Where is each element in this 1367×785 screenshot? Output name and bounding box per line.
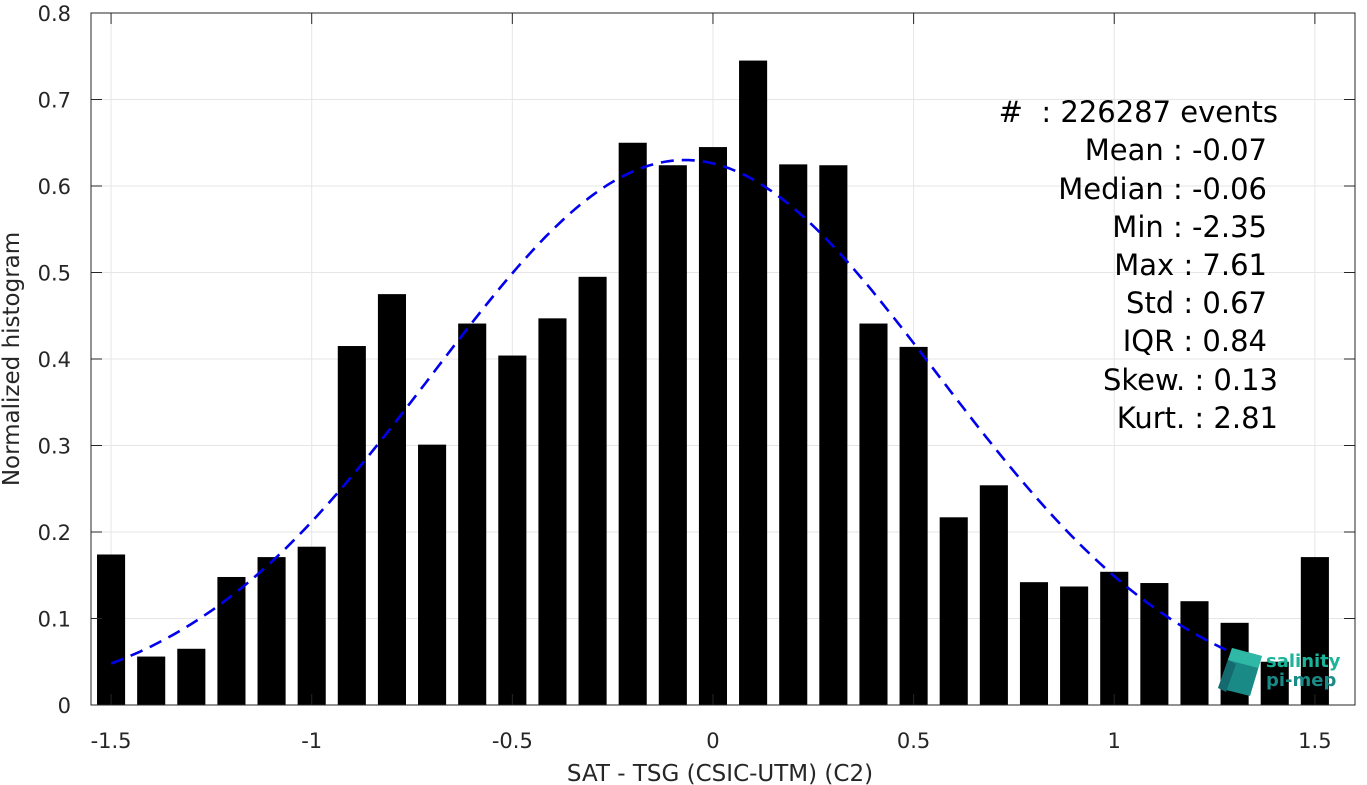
y-tick-label: 0.5 (38, 262, 71, 286)
salinity-pimep-logo: salinity pi-mep (1218, 648, 1341, 696)
histogram-bar (1260, 661, 1289, 705)
histogram-bar (658, 165, 687, 706)
stats-box: # : 226287 events Mean : -0.07 Median : … (999, 95, 1278, 435)
logo-cube-icon (1218, 648, 1262, 696)
logo-text-line2: pi-mep (1266, 670, 1336, 691)
histogram-bar (939, 517, 968, 705)
stats-median: Median : -0.06 (1058, 172, 1267, 206)
histogram-bar (979, 485, 1008, 705)
x-axis-label: SAT - TSG (CSIC-UTM) (C2) (567, 761, 873, 785)
stats-iqr: IQR : 0.84 (1123, 324, 1267, 358)
gaussian-fit-curve (110, 158, 1256, 665)
histogram-bar (538, 318, 567, 705)
stats-mean: Mean : -0.07 (1085, 133, 1267, 167)
y-axis-label: Normalized histogram (0, 232, 25, 486)
histogram-bar (779, 164, 808, 705)
histogram-bar (618, 142, 647, 705)
y-tick-label: 0.3 (38, 435, 71, 459)
histogram-bar (217, 576, 246, 705)
histogram-bar (297, 546, 326, 705)
histogram-bar (1060, 586, 1089, 705)
x-tick-label: -1 (301, 729, 322, 753)
x-tick-label: 0 (706, 729, 719, 753)
y-tick-label: 0.1 (38, 608, 71, 632)
x-tick-label: -0.5 (492, 729, 533, 753)
histogram-bar (137, 656, 166, 705)
histogram-bar (1140, 583, 1169, 705)
stats-events: # : 226287 events (999, 95, 1278, 129)
tick-marks (91, 12, 1355, 706)
histogram-bar (377, 294, 406, 705)
y-tick-labels: 0 0.1 0.2 0.3 0.4 0.5 0.6 0.7 0.8 (38, 2, 71, 718)
x-tick-label: 1 (1108, 729, 1121, 753)
y-tick-label: 0.7 (38, 89, 71, 113)
histogram-bar (257, 557, 286, 705)
stats-std: Std : 0.67 (1126, 286, 1267, 320)
histogram-bar (177, 648, 206, 705)
y-tick-label: 0.2 (38, 521, 71, 545)
x-tick-labels: -1.5 -1 -0.5 0 0.5 1 1.5 (91, 729, 1332, 753)
histogram-bar (1300, 557, 1329, 705)
x-tick-label: 0.5 (897, 729, 930, 753)
bars-group (97, 60, 1329, 706)
histogram-bar (498, 355, 527, 705)
histogram-bar (337, 346, 366, 705)
histogram-bar (458, 323, 487, 705)
stats-kurt: Kurt. : 2.81 (1117, 401, 1278, 435)
histogram-bar (1180, 601, 1209, 705)
stats-min: Min : -2.35 (1112, 210, 1267, 244)
logo-text-line1: salinity (1266, 651, 1341, 672)
histogram-bar (899, 346, 928, 705)
y-tick-label: 0 (58, 694, 71, 718)
x-tick-label: -1.5 (91, 729, 132, 753)
stats-skew: Skew. : 0.13 (1103, 363, 1278, 397)
histogram-bar (578, 276, 607, 705)
histogram-bar (1100, 571, 1129, 705)
x-tick-label: 1.5 (1298, 729, 1331, 753)
histogram-bar (859, 323, 888, 705)
stats-max: Max : 7.61 (1114, 248, 1267, 282)
histogram-bar (97, 554, 126, 705)
y-tick-label: 0.4 (38, 348, 71, 372)
histogram-bar (739, 60, 768, 705)
histogram-bar (1019, 582, 1049, 705)
histogram-bar (418, 444, 447, 705)
y-tick-label: 0.6 (38, 175, 71, 199)
histogram-bar (698, 147, 728, 705)
y-tick-label: 0.8 (38, 2, 71, 26)
